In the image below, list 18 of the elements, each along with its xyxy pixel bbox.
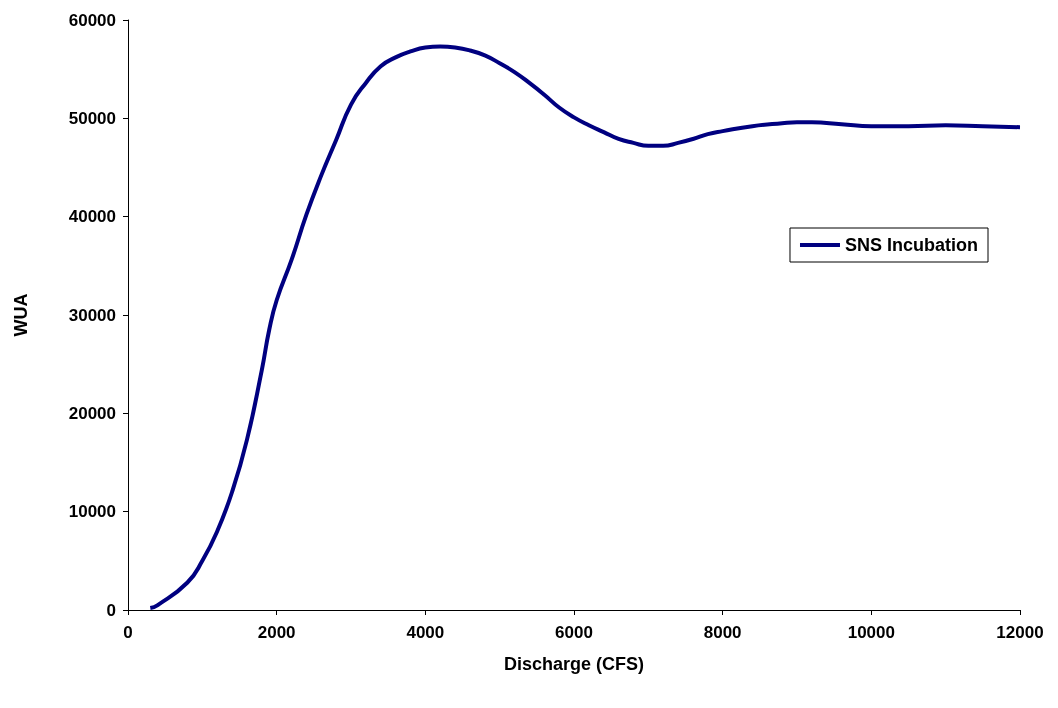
y-tick-label: 20000 xyxy=(68,403,116,423)
legend-label: SNS Incubation xyxy=(845,235,979,255)
y-tick-label: 50000 xyxy=(68,108,116,128)
x-tick-label: 8000 xyxy=(703,623,742,642)
y-tick-label: 30000 xyxy=(68,305,116,325)
y-tick-label: 60000 xyxy=(68,10,116,30)
y-axis-title: WUA xyxy=(11,293,31,337)
y-tick-label: 40000 xyxy=(68,207,116,227)
line-series xyxy=(148,44,1022,611)
x-tick-label: 6000 xyxy=(555,623,593,642)
x-axis-title: Discharge (CFS) xyxy=(503,654,645,674)
x-tick-label: 2000 xyxy=(257,623,296,642)
x-tick-label: 12000 xyxy=(996,623,1044,642)
x-tick-label: 4000 xyxy=(406,623,445,642)
x-tick-label: 10000 xyxy=(847,623,895,642)
y-tick-label: 0 xyxy=(106,600,116,620)
x-tick-label: 0 xyxy=(123,623,133,642)
y-tick-label: 10000 xyxy=(68,502,116,522)
